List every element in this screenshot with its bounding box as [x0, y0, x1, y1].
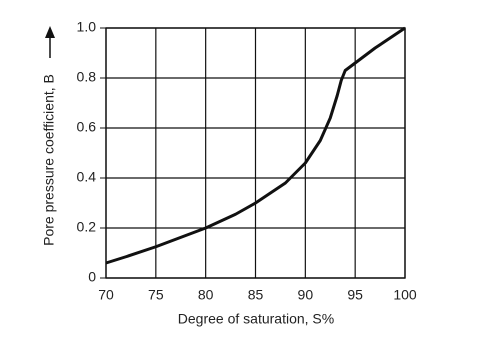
y-axis-label: Pore pressure coefficient, B [41, 74, 57, 246]
x-axis-label: Degree of saturation, S% [178, 311, 334, 327]
x-tick-label: 95 [347, 287, 363, 303]
y-tick-label: 0.8 [77, 69, 97, 85]
plot-frame [105, 27, 406, 279]
x-tick-label: 70 [98, 287, 114, 303]
y-tick-label: 1.0 [77, 19, 97, 35]
x-tick-label: 100 [393, 287, 417, 303]
y-axis-arrow [45, 26, 55, 58]
y-tick-label: 0.6 [77, 119, 97, 135]
data-line [105, 26, 406, 265]
y-tick-label: 0.2 [77, 219, 97, 235]
y-tick-label: 0.4 [77, 169, 97, 185]
y-tick-label: 0 [88, 269, 96, 285]
x-tick-label: 90 [298, 287, 314, 303]
x-tick-label: 85 [248, 287, 264, 303]
x-tick-label: 80 [198, 287, 214, 303]
x-tick-label: 75 [148, 287, 164, 303]
